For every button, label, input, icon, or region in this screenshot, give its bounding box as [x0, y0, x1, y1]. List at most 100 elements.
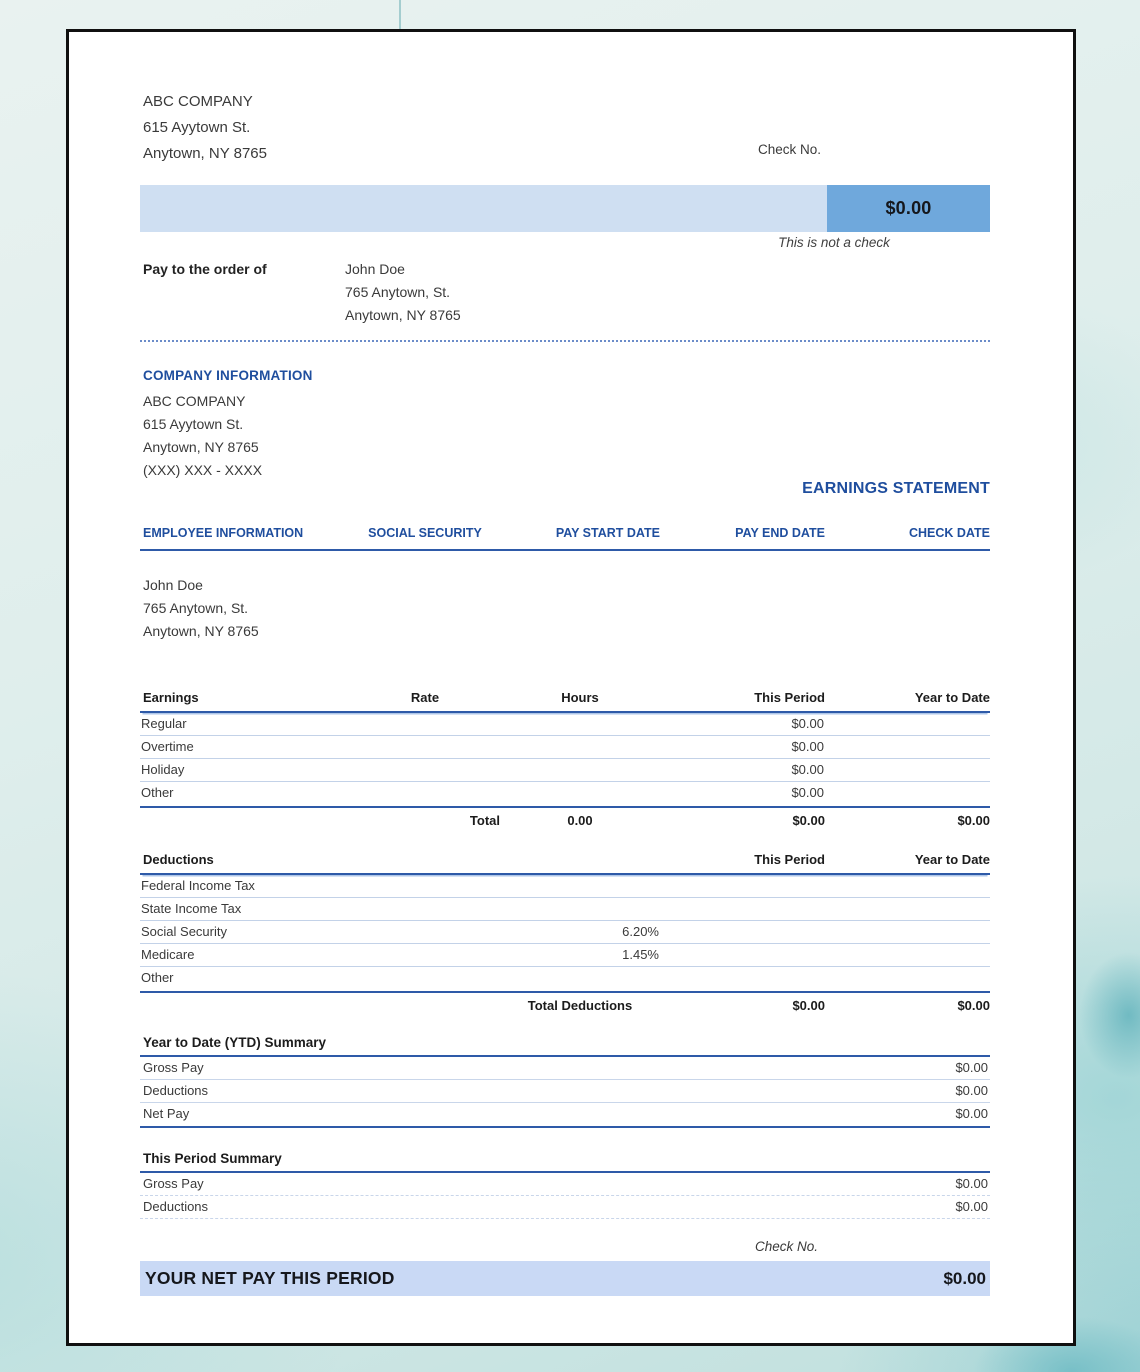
- deductions-total-row: Total Deductions $0.00 $0.00: [140, 993, 990, 1019]
- deduction-row-federal: Federal Income Tax: [140, 875, 990, 898]
- check-no-label: Check No.: [758, 142, 822, 157]
- period-summary-title: This Period Summary: [140, 1151, 990, 1173]
- check-amount-band: $0.00: [140, 185, 990, 232]
- employer-name: ABC COMPANY: [143, 93, 253, 110]
- row-this-period: [660, 875, 825, 897]
- earnings-row-regular: Regular $0.00: [140, 713, 990, 736]
- employee-address-block: John Doe 765 Anytown, St. Anytown, NY 87…: [143, 574, 259, 643]
- company-info-phone: (XXX) XXX - XXXX: [143, 462, 263, 478]
- check-date-header: CHECK DATE: [908, 526, 990, 540]
- row-this-period: $0.00: [791, 739, 824, 754]
- company-information-title: COMPANY INFORMATION: [143, 368, 313, 383]
- row-label: Medicare: [141, 947, 195, 962]
- deductions-table: Deductions This Period Year to Date Fede…: [140, 852, 990, 1019]
- deduction-row-medicare: Medicare 1.45%: [140, 944, 990, 967]
- row-label: Regular: [141, 716, 187, 731]
- ytd-summary-section: Year to Date (YTD) Summary Gross Pay $0.…: [140, 1035, 990, 1128]
- earnings-row-holiday: Holiday $0.00: [140, 759, 990, 782]
- row-rate: [350, 736, 500, 758]
- pay-to-section: Pay to the order of John Doe 765 Anytown…: [143, 258, 990, 327]
- row-pct: [500, 967, 660, 990]
- total-label: Total: [469, 813, 500, 828]
- period-summary-section: This Period Summary Gross Pay $0.00 Dedu…: [140, 1151, 990, 1219]
- employee-street: 765 Anytown, St.: [143, 600, 249, 616]
- row-label: Net Pay: [143, 1106, 190, 1121]
- company-info-name: ABC COMPANY: [143, 393, 246, 409]
- row-ytd: [825, 759, 990, 781]
- payee-city: Anytown, NY 8765: [345, 307, 461, 323]
- employer-street: 615 Ayytown St.: [143, 119, 251, 136]
- payee-address-block: John Doe 765 Anytown, St. Anytown, NY 87…: [345, 258, 461, 327]
- row-label: Holiday: [141, 762, 185, 777]
- rate-col-header: Rate: [410, 690, 440, 705]
- period-row-deductions: Deductions $0.00: [140, 1196, 990, 1219]
- row-hours: [500, 736, 660, 758]
- earnings-table: Earnings Rate Hours This Period Year to …: [140, 690, 990, 834]
- row-value: $0.00: [955, 1199, 988, 1214]
- company-info-street: 615 Ayytown St.: [143, 416, 244, 432]
- statement-title: EARNINGS STATEMENT: [802, 480, 990, 497]
- net-pay-label: YOUR NET PAY THIS PERIOD: [145, 1268, 395, 1288]
- ytd-col-header: Year to Date: [914, 690, 990, 705]
- row-ytd: [825, 921, 990, 943]
- row-this-period: [660, 967, 825, 990]
- row-label: Other: [141, 785, 174, 800]
- row-label: State Income Tax: [141, 901, 242, 916]
- net-pay-value: $0.00: [943, 1268, 986, 1288]
- employee-city: Anytown, NY 8765: [143, 623, 259, 639]
- row-hours: [500, 759, 660, 781]
- row-this-period: [660, 921, 825, 943]
- detach-dotted-separator: [140, 340, 990, 342]
- ytd-summary-bottom-rule: [140, 1126, 990, 1128]
- row-label: Gross Pay: [143, 1176, 204, 1191]
- row-this-period: $0.00: [791, 762, 824, 777]
- row-this-period: [660, 898, 825, 920]
- row-value: $0.00: [955, 1106, 988, 1121]
- ytd-col-header: Year to Date: [914, 852, 990, 867]
- row-label: Deductions: [143, 1083, 209, 1098]
- row-rate: [350, 713, 500, 735]
- row-label: Gross Pay: [143, 1060, 204, 1075]
- row-label: Overtime: [141, 739, 194, 754]
- social-security-header: SOCIAL SECURITY: [368, 526, 482, 540]
- employee-name: John Doe: [143, 577, 203, 593]
- ytd-summary-title: Year to Date (YTD) Summary: [140, 1035, 990, 1057]
- earnings-row-other: Other $0.00: [140, 782, 990, 805]
- earnings-total-row: Total 0.00 $0.00 $0.00: [140, 808, 990, 834]
- row-ytd: [825, 944, 990, 966]
- pay-start-date-header: PAY START DATE: [555, 526, 660, 540]
- background-texture-line: [399, 0, 401, 46]
- check-amount-value: $0.00: [885, 198, 932, 218]
- employer-city: Anytown, NY 8765: [143, 145, 267, 162]
- this-period-col-header: This Period: [754, 690, 825, 705]
- net-pay-bar: YOUR NET PAY THIS PERIOD $0.00: [140, 1261, 990, 1296]
- earnings-row-overtime: Overtime $0.00: [140, 736, 990, 759]
- row-pct: 6.20%: [622, 924, 659, 939]
- row-ytd: [825, 713, 990, 735]
- payee-name: John Doe: [345, 261, 405, 277]
- row-value: $0.00: [955, 1060, 988, 1075]
- total-ytd: $0.00: [957, 998, 990, 1013]
- not-a-check-note: This is not a check: [778, 235, 890, 250]
- hours-col-header: Hours: [561, 690, 599, 705]
- pay-to-label: Pay to the order of: [143, 261, 267, 277]
- pay-period-header-row: EMPLOYEE INFORMATION SOCIAL SECURITY PAY…: [140, 526, 990, 551]
- row-pct: [500, 898, 660, 920]
- total-label: Total Deductions: [527, 998, 633, 1013]
- period-row-gross-pay: Gross Pay $0.00: [140, 1173, 990, 1196]
- row-value: $0.00: [955, 1176, 988, 1191]
- row-ytd: [825, 782, 990, 805]
- total-hours: 0.00: [567, 813, 593, 828]
- row-label: Other: [141, 970, 174, 985]
- row-label: Social Security: [141, 924, 227, 939]
- row-pct: [500, 875, 660, 897]
- total-this-period: $0.00: [792, 998, 825, 1013]
- earnings-col-header: Earnings: [143, 690, 199, 705]
- row-hours: [500, 713, 660, 735]
- row-hours: [500, 782, 660, 805]
- row-ytd: [825, 967, 990, 990]
- row-value: $0.00: [955, 1083, 988, 1098]
- row-this-period: $0.00: [791, 716, 824, 731]
- row-this-period: $0.00: [791, 785, 824, 800]
- earnings-table-header: Earnings Rate Hours This Period Year to …: [140, 690, 990, 713]
